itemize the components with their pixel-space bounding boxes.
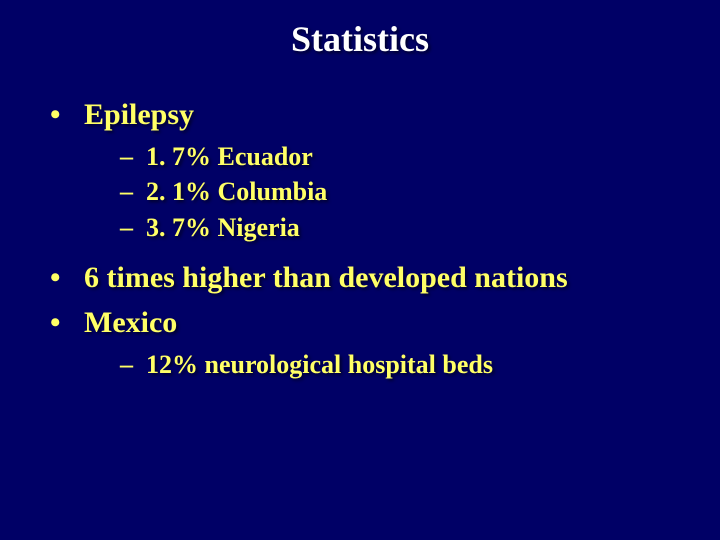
list-item: • Epilepsy – 1. 7% Ecuador – 2. 1% Colum… [50, 96, 670, 245]
sub-list-item: – 2. 1% Columbia [120, 175, 670, 209]
slide-title: Statistics [50, 18, 670, 60]
bullet-list: • Epilepsy – 1. 7% Ecuador – 2. 1% Colum… [50, 96, 670, 382]
bullet-icon: • [50, 263, 84, 293]
sub-list-item: – 1. 7% Ecuador [120, 140, 670, 174]
sub-list-item-row: – 1. 7% Ecuador [120, 140, 670, 174]
dash-icon: – [120, 177, 146, 207]
sub-list-item-text: 3. 7% Nigeria [146, 211, 300, 245]
list-item-row: • 6 times higher than developed nations [50, 259, 670, 297]
list-item: • 6 times higher than developed nations [50, 259, 670, 297]
bullet-icon: • [50, 308, 84, 338]
sub-list-item: – 12% neurological hospital beds [120, 348, 670, 382]
sub-list-item-text: 2. 1% Columbia [146, 175, 327, 209]
bullet-icon: • [50, 100, 84, 130]
sub-list-item-row: – 2. 1% Columbia [120, 175, 670, 209]
dash-icon: – [120, 350, 146, 380]
sub-list-item-text: 12% neurological hospital beds [146, 348, 493, 382]
list-item-row: • Mexico [50, 304, 670, 342]
list-item-text: 6 times higher than developed nations [84, 259, 568, 297]
dash-icon: – [120, 213, 146, 243]
sub-list-item-row: – 12% neurological hospital beds [120, 348, 670, 382]
sub-list: – 12% neurological hospital beds [50, 348, 670, 382]
sub-list-item: – 3. 7% Nigeria [120, 211, 670, 245]
sub-list-item-text: 1. 7% Ecuador [146, 140, 313, 174]
list-item: • Mexico – 12% neurological hospital bed… [50, 304, 670, 381]
list-item-text: Mexico [84, 304, 177, 342]
slide: Statistics • Epilepsy – 1. 7% Ecuador – … [0, 0, 720, 540]
list-item-text: Epilepsy [84, 96, 194, 134]
sub-list-item-row: – 3. 7% Nigeria [120, 211, 670, 245]
list-item-row: • Epilepsy [50, 96, 670, 134]
dash-icon: – [120, 142, 146, 172]
sub-list: – 1. 7% Ecuador – 2. 1% Columbia – 3. 7%… [50, 140, 670, 245]
